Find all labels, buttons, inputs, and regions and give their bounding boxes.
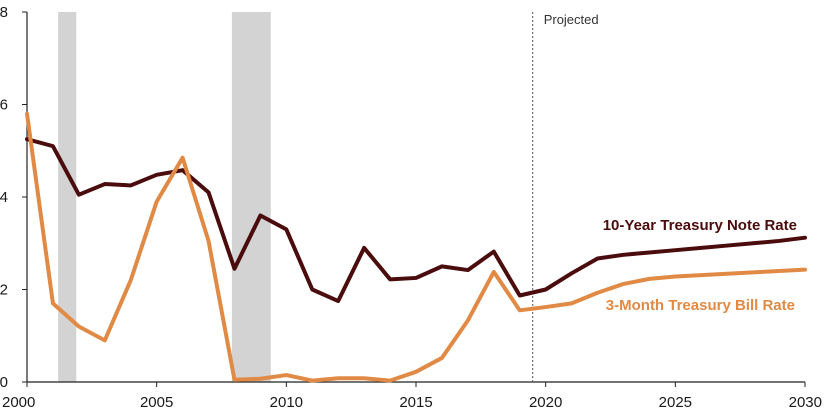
- y-tick-label-0: 0: [0, 374, 8, 391]
- series-label-2: 3-Month Treasury Bill Rate: [606, 297, 795, 314]
- x-tick-label-2015: 2015: [399, 394, 432, 411]
- x-tick-label-2025: 2025: [659, 394, 692, 411]
- x-tick-label-2030: 2030: [789, 394, 822, 411]
- recession-band-2: [231, 12, 271, 382]
- recession-bands: [58, 12, 271, 382]
- y-tick-label-2: 2: [0, 282, 8, 299]
- series-lines: [25, 111, 807, 383]
- y-tick-label-8: 8: [0, 4, 8, 21]
- labels: Projected 10-Year Treasury Note Rate 3-Mon…: [544, 12, 797, 314]
- x-tick-label-2020: 2020: [529, 394, 562, 411]
- projection-annotation: Projected: [544, 12, 599, 27]
- x-tick-label-2000: 2000: [2, 394, 35, 411]
- series-line-1: [25, 137, 807, 304]
- series-line-2: [25, 111, 807, 383]
- y-tick-label-6: 6: [0, 97, 8, 114]
- series-label-1: 10-Year Treasury Note Rate: [603, 217, 797, 234]
- x-tick-label-2010: 2010: [270, 394, 303, 411]
- recession-band-1: [58, 12, 77, 382]
- axes: 0 2 4 6 8 2000 2005 2010 2015 2020 2025 2030: [0, 4, 822, 411]
- x-tick-label-2005: 2005: [140, 394, 173, 411]
- y-tick-label-4: 4: [0, 189, 8, 206]
